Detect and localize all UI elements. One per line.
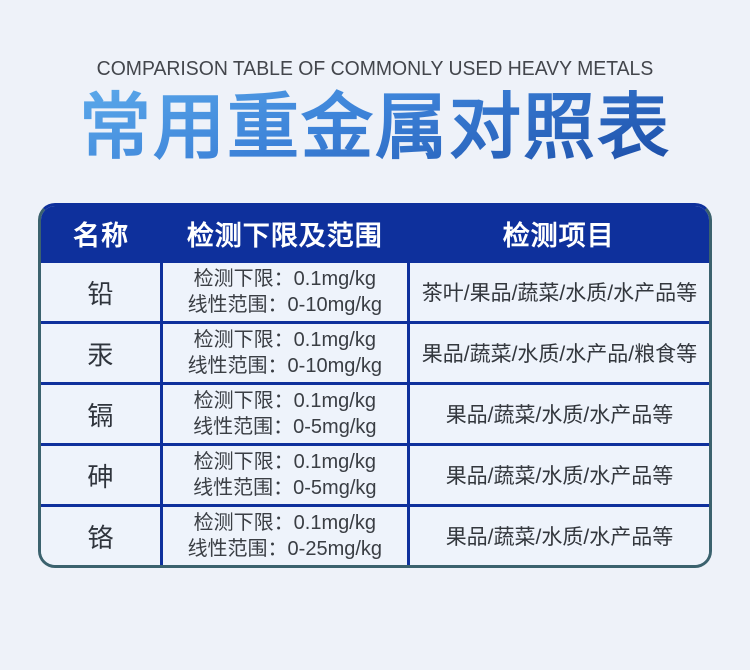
linear-range-line: 线性范围：0-5mg/kg (193, 477, 377, 499)
metal-name: 铅 (41, 260, 162, 323)
header-name: 名称 (41, 206, 162, 262)
metal-name: 砷 (41, 443, 162, 506)
table-row: 砷 检测下限：0.1mg/kg 线性范围：0-5mg/kg 果品/蔬菜/水质/水… (41, 443, 709, 506)
detection-range: 检测下限：0.1mg/kg 线性范围：0-10mg/kg (159, 260, 409, 323)
detection-limit-line: 检测下限：0.1mg/kg (193, 512, 376, 534)
table-row: 铬 检测下限：0.1mg/kg 线性范围：0-25mg/kg 果品/蔬菜/水质/… (41, 504, 709, 565)
detection-limit-line: 检测下限：0.1mg/kg (193, 329, 376, 351)
linear-range-line: 线性范围：0-5mg/kg (193, 416, 377, 438)
detection-items: 茶叶/果品/蔬菜/水质/水产品等 (406, 260, 709, 323)
header-items: 检测项目 (408, 206, 709, 262)
header-limit-range: 检测下限及范围 (161, 206, 409, 262)
detection-range: 检测下限：0.1mg/kg 线性范围：0-5mg/kg (159, 443, 409, 506)
linear-range-line: 线性范围：0-10mg/kg (187, 355, 383, 377)
detection-range: 检测下限：0.1mg/kg 线性范围：0-10mg/kg (159, 321, 409, 384)
table-row: 镉 检测下限：0.1mg/kg 线性范围：0-5mg/kg 果品/蔬菜/水质/水… (41, 382, 709, 445)
detection-limit-line: 检测下限：0.1mg/kg (193, 268, 376, 290)
linear-range-line: 线性范围：0-25mg/kg (187, 538, 383, 560)
metal-name: 镉 (41, 382, 162, 445)
detection-items: 果品/蔬菜/水质/水产品等 (406, 443, 709, 506)
detection-items: 果品/蔬菜/水质/水产品等 (406, 382, 709, 445)
metal-name: 铬 (41, 504, 162, 565)
metal-name: 汞 (41, 321, 162, 384)
detection-items: 果品/蔬菜/水质/水产品等 (406, 504, 709, 565)
table-row: 汞 检测下限：0.1mg/kg 线性范围：0-10mg/kg 果品/蔬菜/水质/… (41, 321, 709, 384)
comparison-table-container: 名称 检测下限及范围 检测项目 铅 检测下限：0.1mg/kg 线性范围：0-1… (38, 203, 712, 568)
table-header-row: 名称 检测下限及范围 检测项目 (41, 206, 709, 262)
comparison-table: 名称 检测下限及范围 检测项目 铅 检测下限：0.1mg/kg 线性范围：0-1… (41, 206, 709, 565)
detection-limit-line: 检测下限：0.1mg/kg (193, 451, 376, 473)
detection-limit-line: 检测下限：0.1mg/kg (193, 390, 376, 412)
page-title: 常用重金属对照表 (0, 89, 750, 165)
detection-items: 果品/蔬菜/水质/水产品/粮食等 (406, 321, 709, 384)
linear-range-line: 线性范围：0-10mg/kg (187, 294, 383, 316)
subtitle-english: COMPARISON TABLE OF COMMONLY USED HEAVY … (96, 58, 654, 80)
detection-range: 检测下限：0.1mg/kg 线性范围：0-5mg/kg (159, 382, 409, 445)
table-row: 铅 检测下限：0.1mg/kg 线性范围：0-10mg/kg 茶叶/果品/蔬菜/… (41, 260, 709, 323)
detection-range: 检测下限：0.1mg/kg 线性范围：0-25mg/kg (159, 504, 409, 565)
